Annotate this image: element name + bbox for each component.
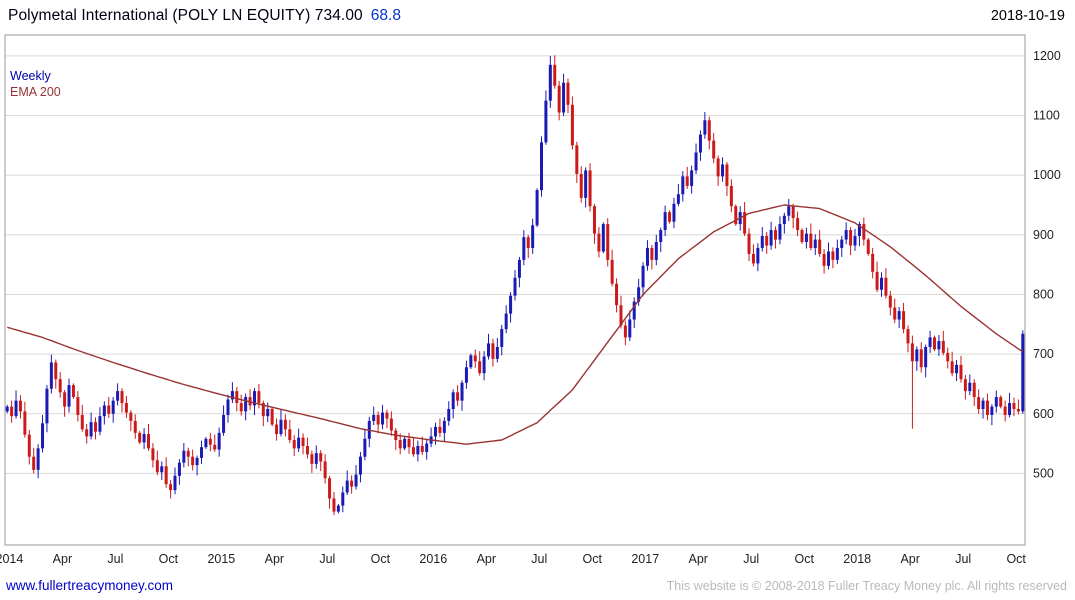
price-chart-svg[interactable]: 500 600 700 800 900 1000 1100 1200 2014 Apr Jul Oct… xyxy=(0,30,1075,575)
svg-text:600: 600 xyxy=(1033,407,1054,421)
chart-legend: Weekly EMA 200 xyxy=(10,68,61,100)
svg-text:2014: 2014 xyxy=(0,552,23,566)
svg-text:Oct: Oct xyxy=(371,552,391,566)
price-change: 68.8 xyxy=(370,7,401,24)
svg-text:Apr: Apr xyxy=(477,552,496,566)
svg-text:500: 500 xyxy=(1033,466,1054,480)
price-chart[interactable]: 500 600 700 800 900 1000 1100 1200 2014 Apr Jul Oct… xyxy=(0,30,1075,575)
svg-text:Jul: Jul xyxy=(743,552,759,566)
copyright-text: This website is © 2008-2018 Fuller Treac… xyxy=(666,578,1067,593)
svg-text:Oct: Oct xyxy=(583,552,603,566)
svg-text:2015: 2015 xyxy=(207,552,235,566)
legend-ema-label: EMA 200 xyxy=(10,85,61,99)
svg-text:Apr: Apr xyxy=(689,552,708,566)
svg-text:1000: 1000 xyxy=(1033,168,1061,182)
svg-text:Jul: Jul xyxy=(319,552,335,566)
svg-text:1100: 1100 xyxy=(1033,109,1060,123)
page-footer: www.fullertreacymoney.com This website i… xyxy=(0,575,1075,600)
svg-text:Jul: Jul xyxy=(955,552,971,566)
site-link[interactable]: www.fullertreacymoney.com xyxy=(6,578,174,593)
svg-text:Oct: Oct xyxy=(159,552,179,566)
svg-text:2017: 2017 xyxy=(631,552,659,566)
svg-text:Apr: Apr xyxy=(265,552,284,566)
svg-text:2018: 2018 xyxy=(843,552,871,566)
svg-text:700: 700 xyxy=(1033,347,1054,361)
svg-text:800: 800 xyxy=(1033,287,1054,301)
legend-weekly-label: Weekly xyxy=(10,69,51,83)
svg-text:Apr: Apr xyxy=(900,552,919,566)
chart-date: 2018-10-19 xyxy=(990,8,1065,24)
svg-text:Apr: Apr xyxy=(53,552,72,566)
chart-title: Polymetal International (POLY LN EQUITY)… xyxy=(8,7,363,24)
chart-header: Polymetal International (POLY LN EQUITY)… xyxy=(0,0,1075,30)
svg-text:Oct: Oct xyxy=(1006,552,1026,566)
svg-text:Jul: Jul xyxy=(531,552,547,566)
svg-text:2016: 2016 xyxy=(419,552,447,566)
svg-text:900: 900 xyxy=(1033,228,1054,242)
svg-text:Jul: Jul xyxy=(107,552,123,566)
svg-text:Oct: Oct xyxy=(794,552,814,566)
svg-text:1200: 1200 xyxy=(1033,49,1061,63)
title-wrap: Polymetal International (POLY LN EQUITY)… xyxy=(8,7,401,25)
